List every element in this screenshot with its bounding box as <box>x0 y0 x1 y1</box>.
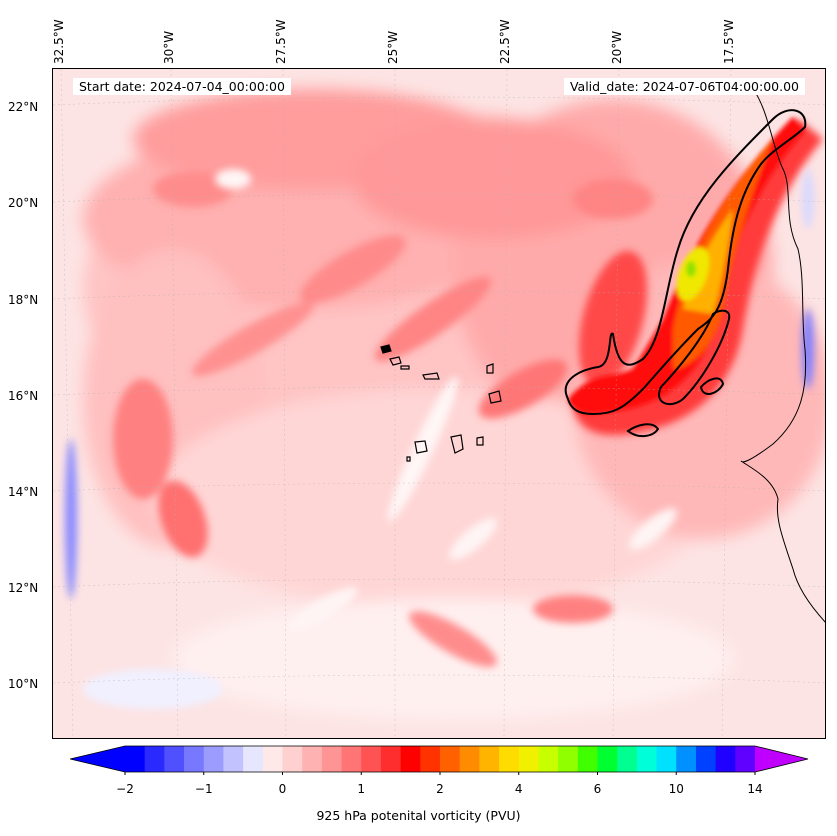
african-coastline <box>740 88 825 623</box>
latitude-label: 20°N <box>8 196 39 210</box>
colorbar-segment <box>518 746 539 772</box>
colorbar-segment <box>597 746 618 772</box>
latitude-label: 18°N <box>8 293 39 307</box>
colorbar-segment <box>558 746 579 772</box>
longitude-label: 22.5°W <box>498 19 512 64</box>
colorbar-extend-high <box>755 746 808 772</box>
colorbar-segment <box>499 746 520 772</box>
valid-date-label: Valid_date: 2024-07-06T04:00:00.00 <box>563 78 805 95</box>
colorbar-segment <box>144 746 165 772</box>
longitude-label: 32.5°W <box>52 19 66 64</box>
latitude-label: 22°N <box>8 100 39 114</box>
colorbar-tick-label: 2 <box>436 782 444 796</box>
colorbar-tick-label: 1 <box>357 782 366 796</box>
colorbar-segment <box>203 746 224 772</box>
colorbar-segment <box>676 746 697 772</box>
latitude-label: 12°N <box>8 581 39 595</box>
pv-field-streaks <box>113 171 653 667</box>
colorbar-segment <box>479 746 500 772</box>
start-date-label: Start date: 2024-07-04_00:00:00 <box>73 78 291 95</box>
colorbar-segment <box>380 746 402 772</box>
colorbar-segment <box>617 746 638 772</box>
longitude-label: 30°W <box>162 30 176 64</box>
longitude-label: 27.5°W <box>274 19 288 64</box>
colorbar-segment <box>282 746 303 772</box>
colorbar-segment <box>656 746 677 772</box>
colorbar-segment <box>164 746 185 772</box>
colorbar-segment <box>125 746 146 772</box>
colorbar-segment <box>262 746 283 772</box>
colorbar-tick-label: −2 <box>116 782 134 796</box>
colorbar-tick-label: 6 <box>593 782 602 796</box>
colorbar-segment <box>636 746 658 772</box>
pv-2-contour <box>564 109 807 437</box>
colorbar-segment <box>735 746 756 772</box>
latitude-label: 14°N <box>8 485 39 499</box>
longitude-label: 20°W <box>610 30 624 64</box>
colorbar <box>70 745 809 775</box>
colorbar-segment <box>243 746 264 772</box>
colorbar-segment <box>538 746 559 772</box>
latitude-label: 16°N <box>8 389 39 403</box>
graticule <box>53 69 825 738</box>
colorbar-segment <box>184 746 205 772</box>
colorbar-label: 925 hPa potenital vorticity (PVU) <box>316 808 521 823</box>
colorbar-tick-label: 4 <box>514 782 523 796</box>
colorbar-tick-label: 14 <box>747 782 763 796</box>
colorbar-segment <box>440 746 461 772</box>
colorbar-segment <box>695 746 717 772</box>
colorbar-segment <box>361 746 382 772</box>
colorbar-segment <box>715 746 736 772</box>
colorbar-tick-label: −1 <box>194 782 213 796</box>
longitude-label: 25°W <box>386 30 400 64</box>
island-outlines <box>380 344 502 462</box>
pv-contour-map <box>53 69 825 738</box>
longitude-label: 17.5°W <box>722 19 736 64</box>
colorbar-segment <box>321 746 343 772</box>
colorbar-segment <box>302 746 323 772</box>
latitude-label: 10°N <box>8 677 39 691</box>
colorbar-segment <box>223 746 244 772</box>
colorbar-segment <box>420 746 441 772</box>
colorbar-extend-low <box>70 746 125 772</box>
colorbar-tick-label: 0 <box>278 782 287 796</box>
colorbar-segment <box>459 746 480 772</box>
map-panel: Start date: 2024-07-04_00:00:00 Valid_da… <box>52 68 826 739</box>
pv-field-white-gaps <box>83 169 677 709</box>
colorbar-segment <box>400 746 421 772</box>
pv-negative-areas <box>65 169 814 599</box>
colorbar-segment <box>341 746 362 772</box>
colorbar-tick-label: 10 <box>668 782 684 796</box>
colorbar-segment <box>577 746 598 772</box>
